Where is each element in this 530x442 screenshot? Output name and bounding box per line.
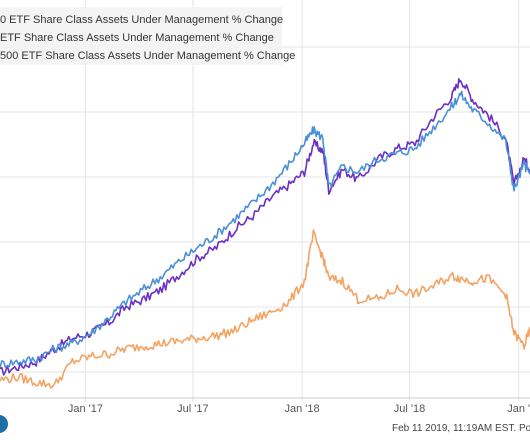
x-axis-ticks: Jan '17 Jul '17 Jan '18 Jul '18 Jan ' [68, 403, 530, 415]
legend-item-2: 500 ETF Share Class Assets Under Managem… [0, 48, 295, 64]
legend-label-2: 500 ETF Share Class Assets Under Managem… [0, 50, 296, 62]
x-tick-label-0: Jan '17 [68, 403, 103, 415]
footer-powered: Powere [518, 423, 530, 434]
footer-timestamp: Feb 11 2019, 11:19AM EST. [392, 423, 517, 434]
series-line-2 [0, 229, 530, 389]
ycharts-logo-icon [0, 415, 8, 433]
series-lines [0, 78, 530, 389]
legend: 0 ETF Share Class Assets Under Managemen… [0, 7, 295, 65]
series-line-1 [0, 90, 530, 369]
x-tick-label-1: Jul '17 [177, 403, 208, 415]
footer-note: Feb 11 2019, 11:19AM EST. Powere [392, 422, 530, 436]
x-tick-label-3: Jul '18 [394, 403, 425, 415]
legend-item-1: ETF Share Class Assets Under Management … [0, 30, 274, 46]
legend-item-0: 0 ETF Share Class Assets Under Managemen… [0, 12, 283, 28]
x-tick-label-2: Jan '18 [285, 403, 320, 415]
x-tick-label-4: Jan ' [507, 403, 530, 415]
series-line-0 [0, 78, 530, 376]
legend-label-1: ETF Share Class Assets Under Management … [0, 32, 274, 44]
legend-label-0: 0 ETF Share Class Assets Under Managemen… [0, 14, 284, 26]
